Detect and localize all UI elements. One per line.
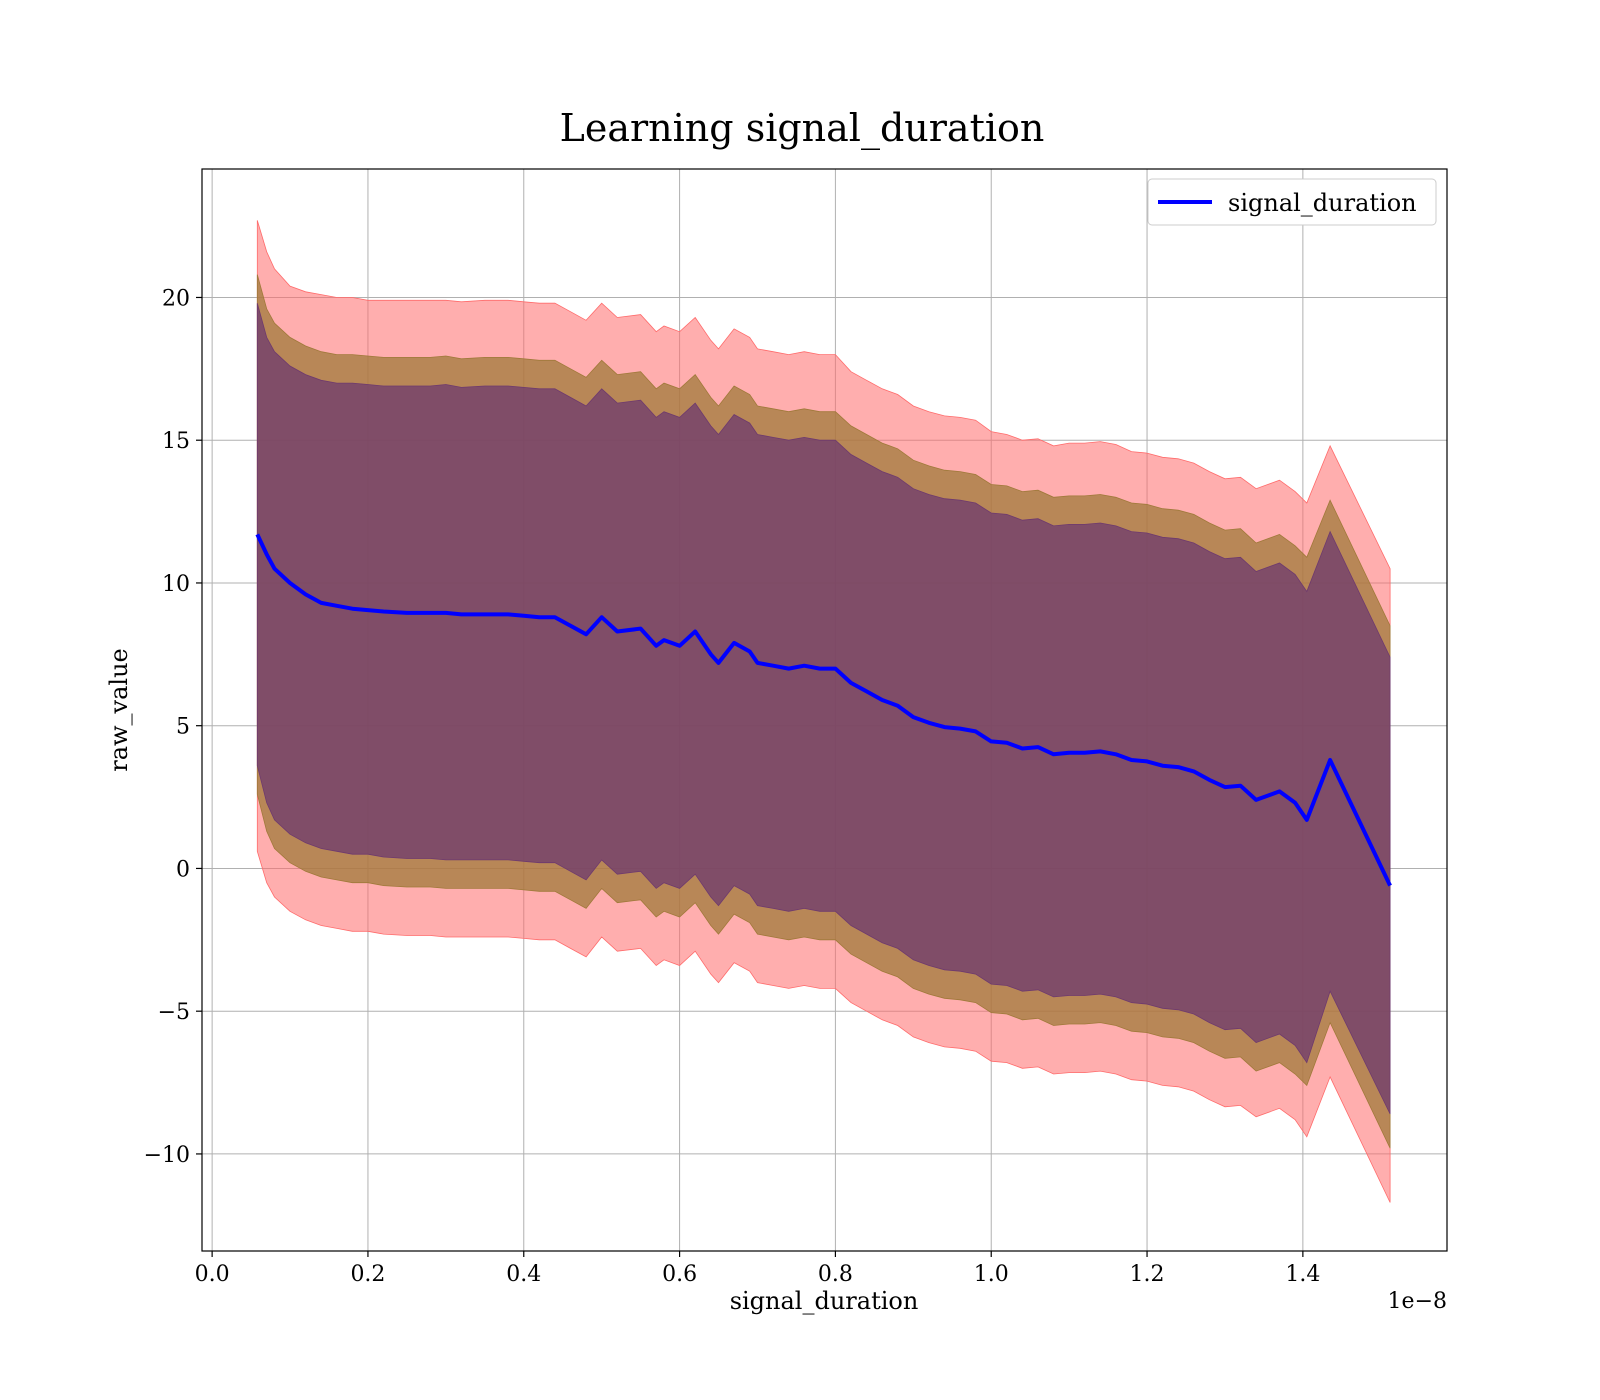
y-tick-label: 0 — [176, 857, 190, 882]
x-tick-label: 0.2 — [350, 1262, 385, 1287]
legend: signal_duration — [1147, 178, 1437, 226]
confidence-bands — [256, 220, 1391, 1203]
chart-title: Learning signal_duration — [560, 106, 1045, 151]
y-tick-label: 20 — [162, 286, 190, 311]
series-line-signal-duration — [255, 533, 1392, 887]
x-tick-label: 1.4 — [1285, 1262, 1320, 1287]
x-tick-label: 0.8 — [818, 1262, 853, 1287]
x-offset-label: 1e−8 — [1388, 1289, 1447, 1314]
x-tick-label: 1.0 — [974, 1262, 1009, 1287]
x-axis-label: signal_duration — [730, 1287, 919, 1315]
y-tick-label: 15 — [162, 429, 190, 454]
legend-box — [1147, 178, 1437, 226]
series-lines — [255, 533, 1392, 887]
plot-frame — [201, 168, 1448, 1252]
y-tick-label: −10 — [144, 1143, 190, 1168]
band-inner — [256, 303, 1391, 1115]
x-tick-label: 0.0 — [195, 1262, 230, 1287]
y-tick-label: 10 — [162, 572, 190, 597]
y-tick-label: −5 — [158, 1000, 190, 1025]
x-tick-label: 0.4 — [506, 1262, 541, 1287]
legend-label-signal-duration: signal_duration — [1228, 189, 1417, 217]
x-tick-label: 0.6 — [662, 1262, 697, 1287]
axis-ticks: 0.0 0.2 0.4 0.6 0.8 1.0 1.2 1.4 −10 −5 0 5 10 15 20 — [144, 286, 1321, 1287]
x-tick-label: 1.2 — [1130, 1262, 1165, 1287]
y-tick-label: 5 — [176, 715, 190, 740]
y-axis-label: raw_value — [105, 648, 133, 772]
